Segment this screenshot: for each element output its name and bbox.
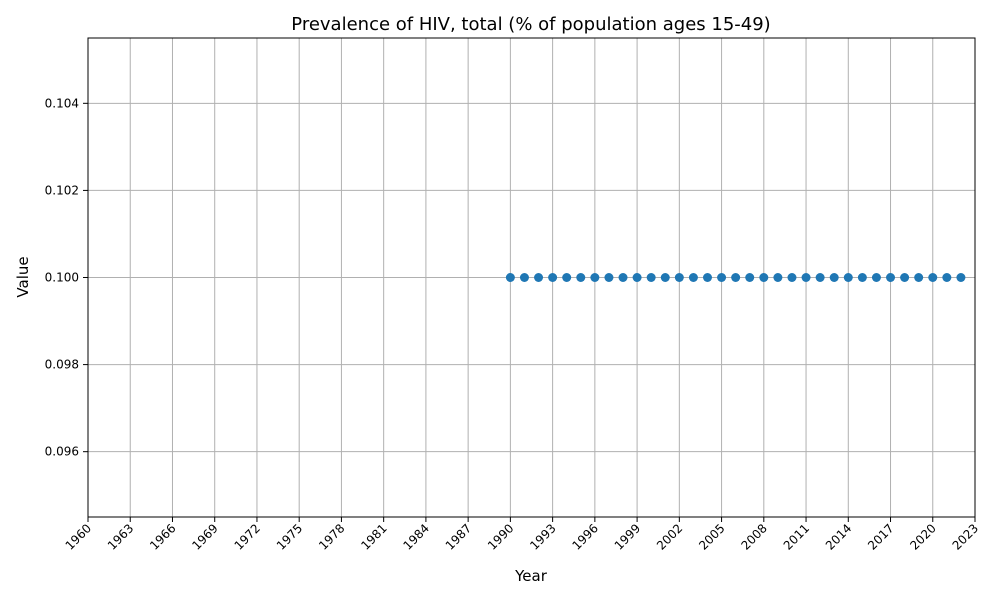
x-tick-label: 1978 bbox=[316, 521, 347, 552]
x-tick-label: 1972 bbox=[232, 521, 263, 552]
data-point bbox=[914, 273, 924, 282]
x-tick-label: 2011 bbox=[781, 521, 812, 552]
data-point bbox=[717, 273, 727, 282]
x-axis-title: Year bbox=[514, 567, 548, 585]
x-tick-label: 1981 bbox=[358, 521, 389, 552]
x-tick-label: 1969 bbox=[189, 521, 220, 552]
data-point bbox=[505, 273, 515, 282]
data-point bbox=[787, 273, 797, 282]
points-layer bbox=[505, 273, 966, 282]
data-point bbox=[519, 273, 529, 282]
x-tick-label: 2014 bbox=[823, 521, 854, 552]
chart-title: Prevalence of HIV, total (% of populatio… bbox=[291, 14, 770, 35]
x-tick-label: 1996 bbox=[569, 521, 600, 552]
x-tick-label: 2008 bbox=[738, 521, 769, 552]
x-axis-ticks: 1960 1963 1966 1969 1972 1975 1978 1981 1984 1987… bbox=[63, 517, 981, 553]
data-point bbox=[745, 273, 755, 282]
data-point bbox=[956, 273, 966, 282]
data-point bbox=[576, 273, 586, 282]
data-point bbox=[886, 273, 896, 282]
data-point bbox=[590, 273, 600, 282]
y-tick-label: 0.100 bbox=[45, 271, 79, 285]
x-tick-label: 2017 bbox=[865, 521, 896, 552]
x-tick-label: 2005 bbox=[696, 521, 727, 552]
data-point bbox=[731, 273, 741, 282]
data-point bbox=[871, 273, 881, 282]
data-point bbox=[773, 273, 783, 282]
x-tick-label: 1960 bbox=[63, 521, 94, 552]
data-point bbox=[843, 273, 853, 282]
x-tick-label: 1963 bbox=[105, 521, 136, 552]
y-tick-label: 0.098 bbox=[45, 358, 79, 372]
y-axis-ticks: 0.096 0.098 0.100 0.102 0.104 bbox=[45, 96, 88, 459]
grid-layer bbox=[87, 38, 976, 517]
data-point bbox=[857, 273, 867, 282]
x-tick-label: 1993 bbox=[527, 521, 558, 552]
data-point bbox=[646, 273, 656, 282]
data-point bbox=[548, 273, 558, 282]
data-point bbox=[829, 273, 839, 282]
data-point bbox=[759, 273, 769, 282]
data-point bbox=[942, 273, 952, 282]
y-tick-label: 0.102 bbox=[45, 183, 79, 197]
data-point bbox=[604, 273, 614, 282]
x-tick-label: 1984 bbox=[401, 521, 432, 552]
y-tick-label: 0.104 bbox=[45, 96, 79, 110]
data-point bbox=[702, 273, 712, 282]
data-point bbox=[674, 273, 684, 282]
x-tick-label: 2023 bbox=[950, 521, 981, 552]
data-point bbox=[632, 273, 642, 282]
data-point bbox=[801, 273, 811, 282]
x-tick-label: 2020 bbox=[907, 521, 938, 552]
data-point bbox=[618, 273, 628, 282]
y-axis-title: Value bbox=[14, 256, 32, 297]
x-tick-label: 1966 bbox=[147, 521, 178, 552]
x-tick-label: 2002 bbox=[654, 521, 685, 552]
x-tick-label: 1987 bbox=[443, 521, 474, 552]
data-point bbox=[900, 273, 910, 282]
y-tick-label: 0.096 bbox=[45, 445, 79, 459]
x-tick-label: 1990 bbox=[485, 521, 516, 552]
x-tick-label: 1975 bbox=[274, 521, 305, 552]
data-point bbox=[688, 273, 698, 282]
data-point bbox=[534, 273, 544, 282]
x-tick-label: 1999 bbox=[612, 521, 643, 552]
data-point bbox=[928, 273, 938, 282]
data-point bbox=[815, 273, 825, 282]
data-point bbox=[562, 273, 572, 282]
data-point bbox=[660, 273, 670, 282]
